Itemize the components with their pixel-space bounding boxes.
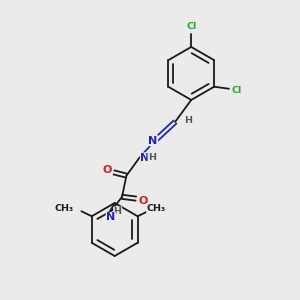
Text: CH₃: CH₃ [54,203,73,212]
Text: N: N [140,153,150,163]
Text: CH₃: CH₃ [147,203,166,212]
Text: N: N [148,136,158,146]
Text: Cl: Cl [232,86,242,95]
Text: H: H [148,153,156,162]
Text: N: N [106,212,116,222]
Text: H: H [114,207,122,216]
Text: O: O [103,165,112,175]
Text: H: H [184,116,192,125]
Text: O: O [139,196,148,206]
Text: Cl: Cl [186,22,196,31]
